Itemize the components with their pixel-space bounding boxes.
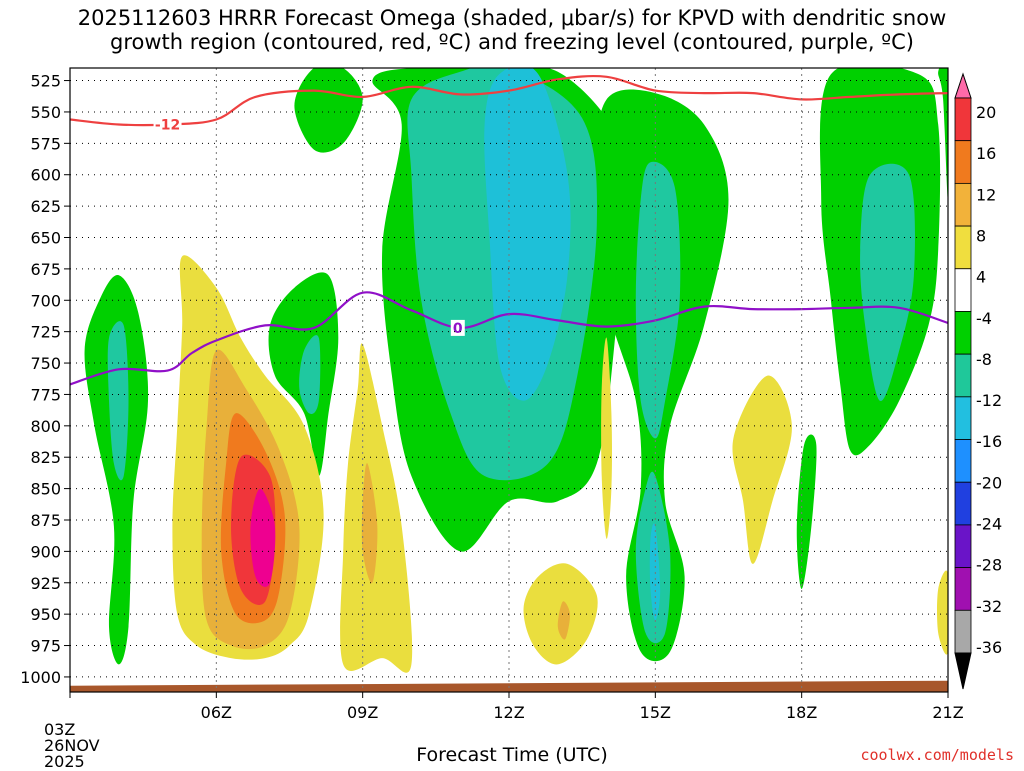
ytick-label-700: 700 xyxy=(30,291,61,310)
colorbar-swatch-11 xyxy=(954,567,972,611)
ytick-label-600: 600 xyxy=(30,166,61,185)
dendritic-label-bg xyxy=(153,116,182,133)
ytick-label-650: 650 xyxy=(30,228,61,247)
ytick-label-825: 825 xyxy=(30,448,61,467)
ytick-label-950: 950 xyxy=(30,605,61,624)
omega-region-blue-lower-15z xyxy=(649,523,661,621)
colorbar-swatch-12 xyxy=(954,609,972,654)
colorbar-swatch-3 xyxy=(954,225,972,270)
omega-region-yellow-21z xyxy=(937,570,948,655)
colorbar-swatch-10 xyxy=(954,524,972,569)
colorbar-label-12: -32 xyxy=(976,597,1002,616)
colorbar-label-0: 20 xyxy=(976,103,996,122)
run-date-line-3: 2025 xyxy=(44,752,85,771)
ytick-label-925: 925 xyxy=(30,574,61,593)
run-date-line-2: 26NOV xyxy=(44,736,100,755)
colorbar-label-1: 16 xyxy=(976,144,996,163)
xtick-label-21Z: 21Z xyxy=(932,703,963,722)
ytick-label-875: 875 xyxy=(30,511,61,530)
ytick-label-1000: 1000 xyxy=(20,668,61,687)
chart-title: 2025112603 HRRR Forecast Omega (shaded, … xyxy=(0,6,1024,54)
omega-region-yellow-14z xyxy=(601,337,612,539)
freezing-contour-label: 0 xyxy=(453,321,463,337)
omega-region-blue-column-12z xyxy=(484,68,571,401)
colorbar-bottom-arrow xyxy=(954,652,972,690)
colorbar-swatch-2 xyxy=(954,182,972,227)
credit-text: coolwx.com/models xyxy=(860,746,1014,764)
ytick-label-900: 900 xyxy=(30,542,61,561)
run-date: 03Z 26NOV 2025 xyxy=(44,722,100,770)
colorbar-swatch-1 xyxy=(954,140,972,184)
colorbar-swatch-7 xyxy=(954,396,972,440)
colorbar-top-arrow xyxy=(954,72,972,99)
colorbar-label-2: 12 xyxy=(976,185,996,204)
ytick-label-675: 675 xyxy=(30,260,61,279)
x-axis-label: Forecast Time (UTC) xyxy=(416,744,608,766)
colorbar-label-7: -12 xyxy=(976,391,1002,410)
colorbar-swatch-5 xyxy=(954,311,972,355)
xtick-label-06Z: 06Z xyxy=(201,703,232,722)
omega-region-gold-13z xyxy=(557,601,571,640)
colorbar-label-4: 4 xyxy=(976,268,986,287)
ytick-label-775: 775 xyxy=(30,385,61,404)
ytick-label-850: 850 xyxy=(30,480,61,499)
colorbar-label-10: -24 xyxy=(976,515,1002,534)
xtick-label-12Z: 12Z xyxy=(493,703,524,722)
colorbar-swatch-9 xyxy=(954,481,972,526)
xtick-label-09Z: 09Z xyxy=(347,703,378,722)
omega-region-green-strip-18z xyxy=(796,434,817,589)
plot-frame xyxy=(69,67,949,693)
colorbar-swatch-6 xyxy=(954,353,972,398)
ytick-label-800: 800 xyxy=(30,417,61,436)
colorbar-label-6: -8 xyxy=(976,350,992,369)
freezing-contour-line xyxy=(70,291,948,386)
omega-region-green-top-08z xyxy=(294,68,363,153)
ytick-label-575: 575 xyxy=(30,134,61,153)
omega-region-teal-column-04z xyxy=(107,321,129,481)
colorbar-swatch-8 xyxy=(954,439,972,483)
omega-region-pink-06z xyxy=(250,488,276,587)
colorbar-label-8: -16 xyxy=(976,432,1002,451)
colorbar-swatch-4 xyxy=(954,268,972,312)
title-line-2: growth region (contoured, red, ºC) and f… xyxy=(110,30,914,54)
ytick-label-625: 625 xyxy=(30,197,61,216)
dendritic-contour-label: -12 xyxy=(155,117,180,133)
ytick-label-975: 975 xyxy=(30,637,61,656)
omega-region-teal-column-19z xyxy=(860,163,915,402)
colorbar-label-11: -28 xyxy=(976,556,1002,575)
xtick-label-18Z: 18Z xyxy=(786,703,817,722)
ytick-label-725: 725 xyxy=(30,323,61,342)
colorbar-label-3: 8 xyxy=(976,227,986,246)
ytick-label-750: 750 xyxy=(30,354,61,373)
title-line-1: 2025112603 HRRR Forecast Omega (shaded, … xyxy=(77,6,947,30)
omega-region-gold-09z xyxy=(361,463,378,584)
colorbar-label-9: -20 xyxy=(976,473,1002,492)
omega-region-green-top-21z xyxy=(938,68,948,200)
xtick-label-15Z: 15Z xyxy=(640,703,671,722)
colorbar-label-5: -4 xyxy=(976,309,992,328)
colorbar-swatch-0 xyxy=(954,97,972,142)
run-date-line-1: 03Z xyxy=(44,720,76,739)
omega-region-yellow-17z xyxy=(732,375,792,564)
ytick-label-550: 550 xyxy=(30,103,61,122)
colorbar-label-13: -36 xyxy=(976,638,1002,657)
ytick-label-525: 525 xyxy=(30,72,61,91)
